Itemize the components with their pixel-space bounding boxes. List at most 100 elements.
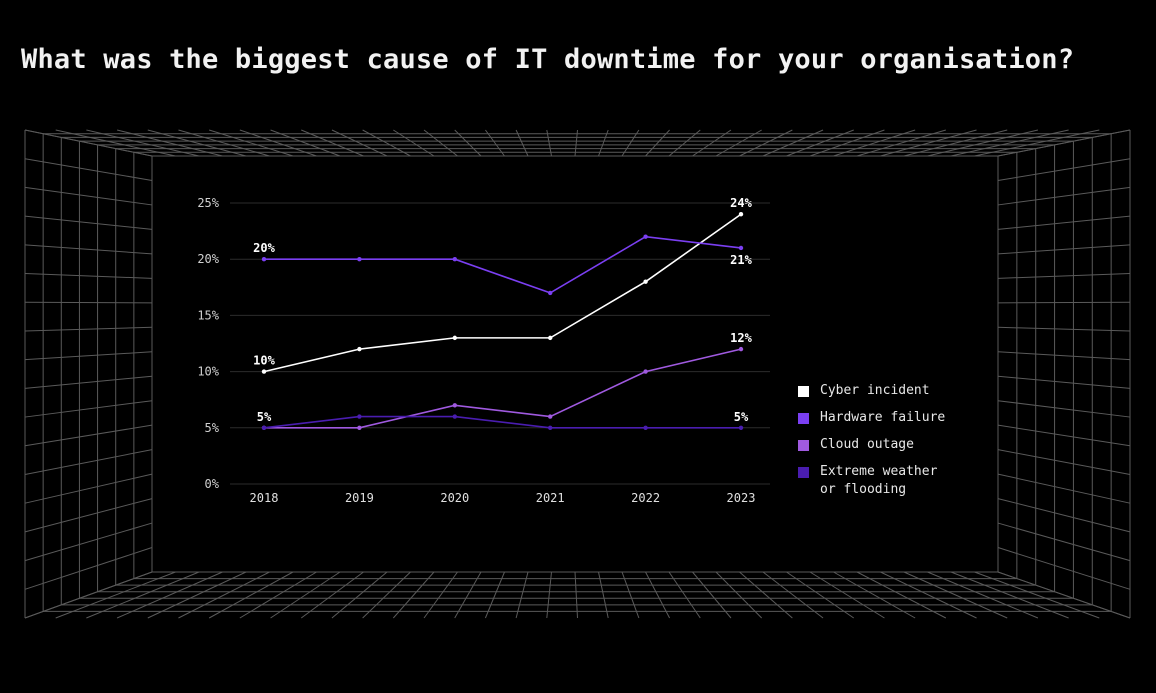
grid-line [786, 129, 854, 157]
data-point [548, 290, 553, 296]
grid-line [668, 129, 701, 157]
grid-line [997, 400, 1131, 418]
y-tick-label: 10% [197, 365, 219, 379]
grid-line [997, 301, 1131, 304]
data-point [643, 425, 648, 430]
data-point [452, 403, 457, 408]
data-label: 5% [257, 410, 272, 424]
grid-line [24, 273, 153, 279]
legend-item-cyber-incident: Cyber incident [798, 382, 998, 400]
chart-legend: Cyber incident Hardware failure Cloud ou… [798, 382, 998, 508]
grid-line [484, 571, 505, 619]
grid-line [393, 129, 435, 157]
legend-swatch [798, 386, 809, 397]
grid-line [833, 571, 916, 619]
grid-line [24, 351, 153, 361]
grid-line [515, 129, 529, 157]
grid-line [423, 129, 458, 157]
grid-line [997, 351, 1131, 361]
grid-line [392, 571, 435, 619]
grid-line [739, 571, 793, 619]
data-point [548, 414, 553, 419]
legend-swatch [798, 413, 809, 424]
grid-line [645, 129, 670, 157]
grid-line [762, 571, 824, 619]
x-axis-ticks: 2018 2019 2020 2021 2022 2023 [250, 491, 756, 505]
series-cloud-outage [261, 346, 744, 430]
y-tick-label: 20% [197, 252, 219, 266]
grid-line [974, 129, 1100, 157]
grid-line [24, 301, 153, 304]
series-line [264, 348, 742, 429]
grid-line [24, 244, 153, 255]
grid-line [454, 571, 482, 619]
grid-line [546, 129, 552, 157]
legend-item-hardware-failure: Hardware failure [798, 409, 998, 427]
legend-label: Extreme weather or flooding [820, 464, 938, 497]
chart-panel [180, 157, 970, 544]
grid-line [24, 571, 153, 619]
series-extreme-weather-or-flooding [261, 414, 744, 430]
data-point [261, 369, 267, 374]
grid-line [997, 571, 1131, 619]
grid-line [55, 571, 176, 619]
grid-line [331, 571, 388, 619]
data-point [738, 245, 744, 251]
grid-line [24, 473, 153, 504]
grid-line [997, 424, 1131, 447]
series-cyber-incident [261, 212, 744, 374]
grid-line [903, 129, 1008, 157]
x-tick-label: 2021 [536, 491, 565, 505]
data-point [452, 335, 457, 341]
series-hardware-failure [261, 234, 744, 296]
grid-line [598, 571, 609, 619]
x-tick-label: 2023 [727, 491, 756, 505]
legend-swatch [798, 440, 809, 451]
legend-item-cloud-outage: Cloud outage [798, 436, 998, 454]
grid-line [997, 273, 1131, 279]
grid-line [24, 375, 153, 389]
grid-line [574, 129, 578, 157]
grid-line [24, 186, 153, 206]
series-line [263, 213, 742, 373]
grid-line [621, 129, 640, 157]
data-label: 24% [730, 196, 752, 210]
grid-line [24, 215, 153, 230]
grid-line [86, 129, 200, 157]
grid-line [856, 129, 946, 157]
grid-line [997, 473, 1131, 504]
grid-line [301, 129, 364, 157]
data-point [643, 369, 648, 374]
grid-line [300, 571, 364, 619]
grid-line [997, 186, 1131, 206]
data-point [452, 257, 457, 262]
grid-line [715, 129, 762, 157]
x-tick-label: 2018 [250, 491, 279, 505]
chart-title: What was the biggest cause of IT downtim… [21, 44, 1075, 75]
grid-line [739, 129, 793, 157]
grid-line [423, 571, 458, 619]
data-point [261, 257, 267, 262]
legend-label: Hardware failure [820, 410, 946, 425]
grid-line [950, 571, 1069, 619]
grid-line [209, 129, 294, 157]
grid-line [178, 571, 270, 619]
grid-line [86, 571, 200, 619]
grid-line [598, 129, 609, 157]
grid-line [546, 571, 552, 619]
data-point [643, 279, 648, 284]
grid-line [178, 129, 270, 157]
series-line [263, 415, 741, 429]
grid-line [809, 571, 885, 619]
grid-line [997, 498, 1131, 533]
data-point [357, 414, 362, 419]
data-point [738, 212, 744, 217]
grid-line [997, 547, 1131, 590]
data-point [452, 414, 457, 419]
y-tick-label: 25% [197, 196, 219, 210]
data-point [357, 257, 362, 262]
grid-line [147, 571, 247, 619]
grid-line [574, 571, 578, 619]
grid-line [833, 129, 916, 157]
grid-line [997, 449, 1131, 475]
